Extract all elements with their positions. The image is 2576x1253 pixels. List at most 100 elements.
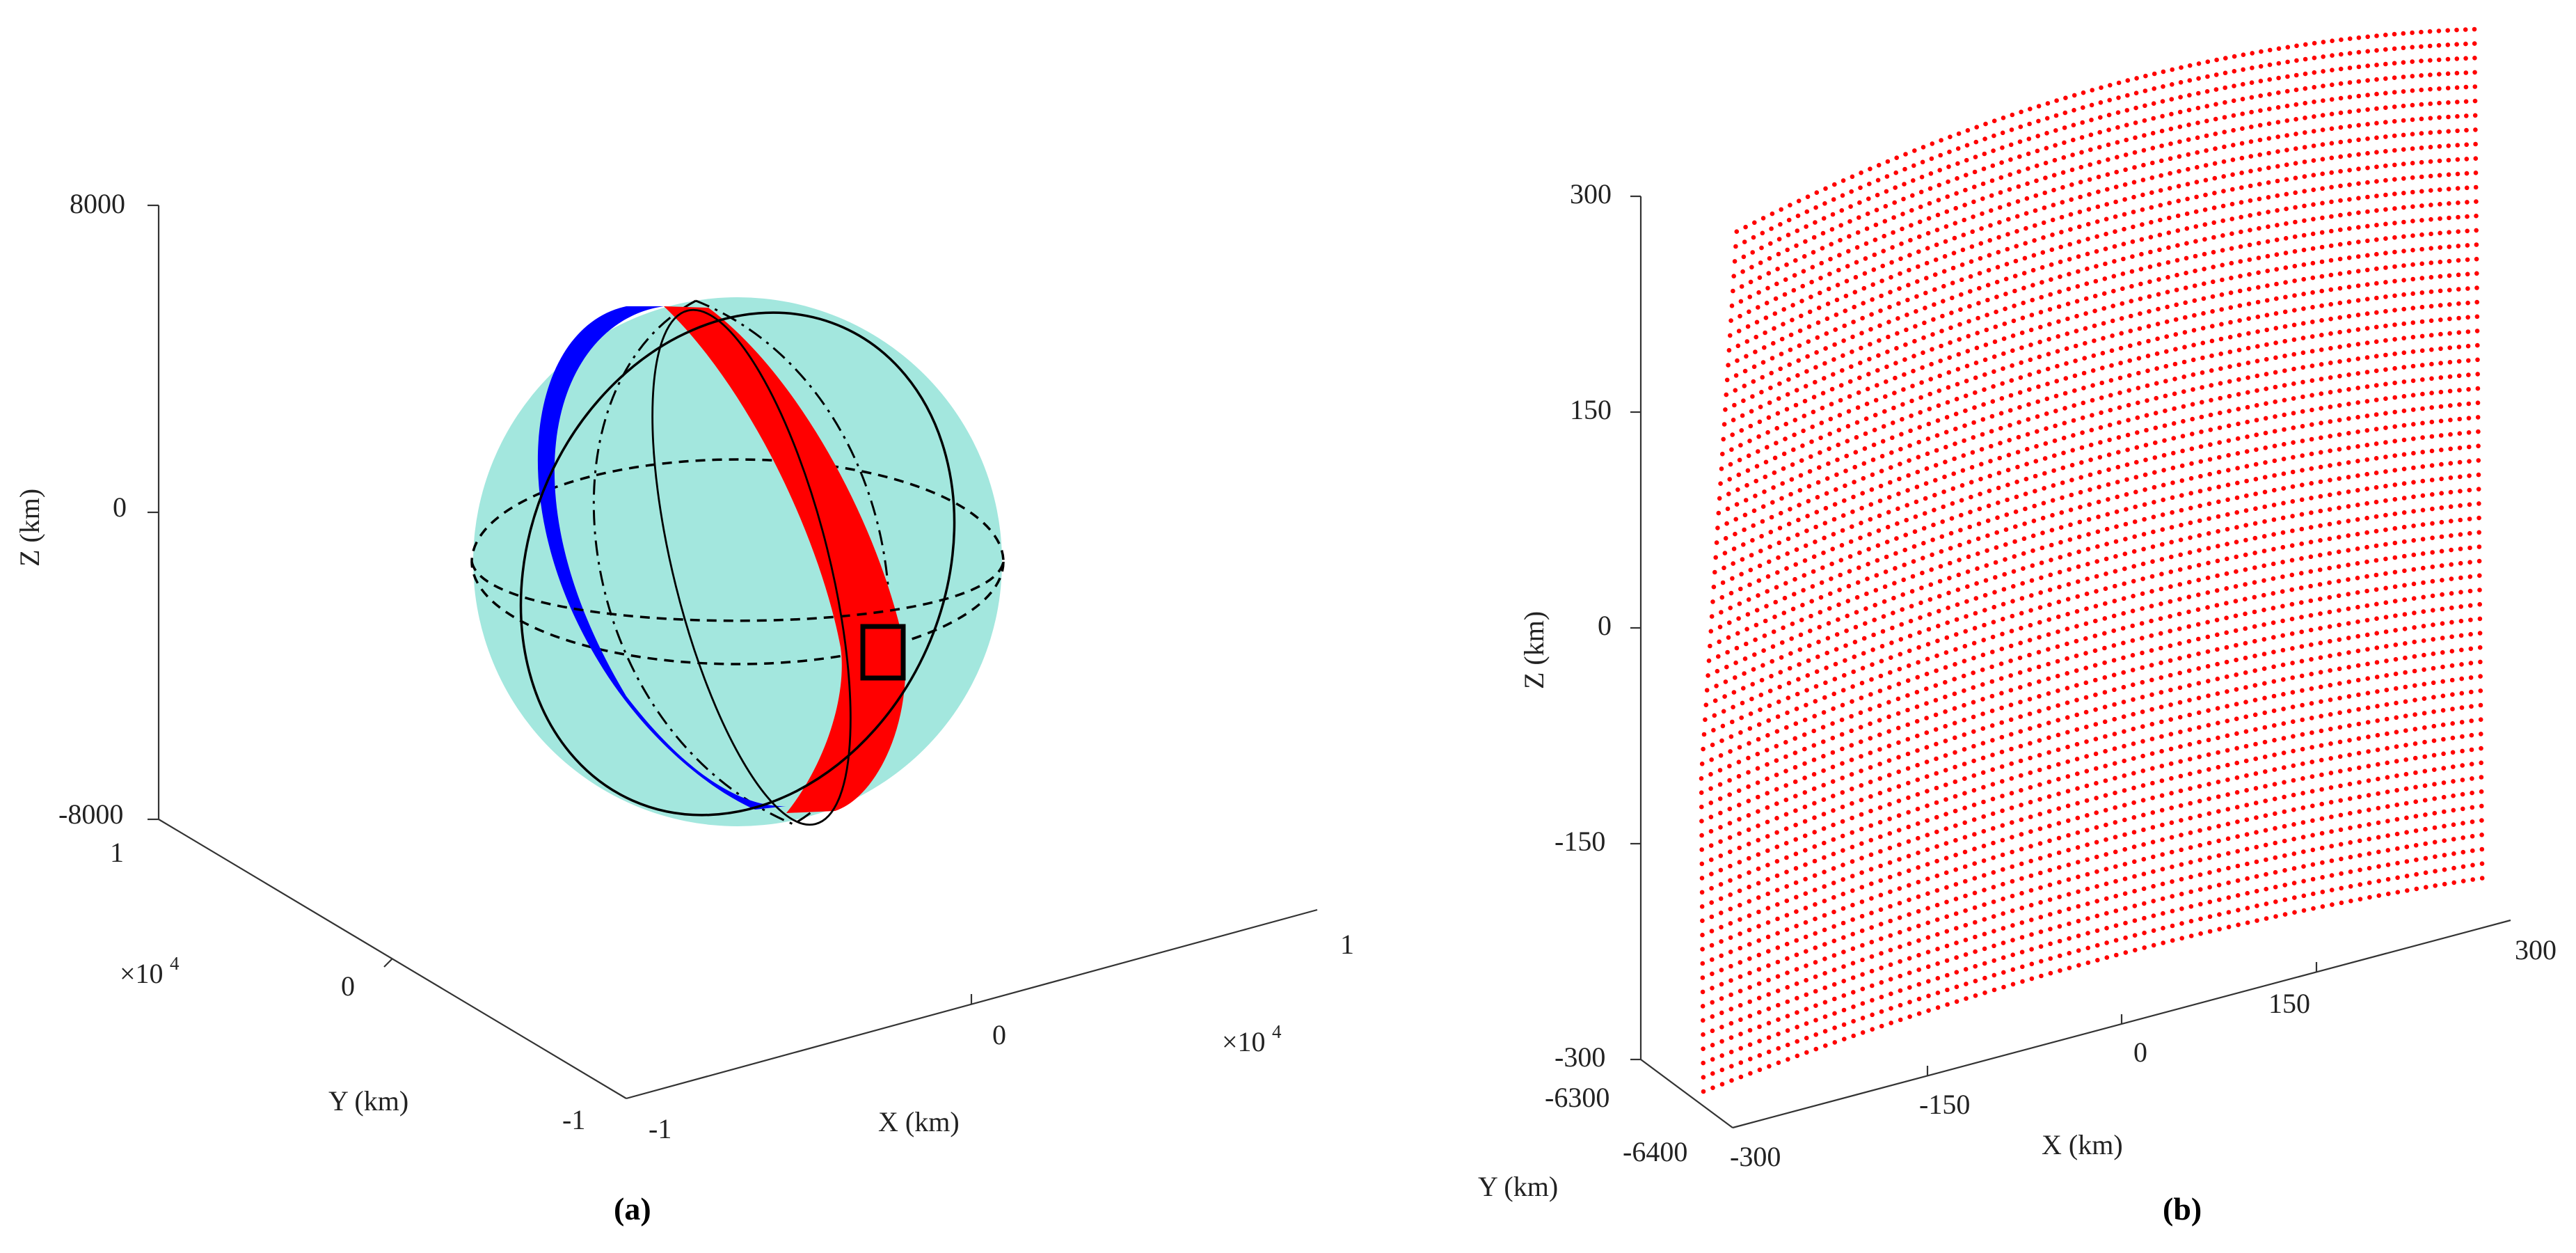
- point: [1891, 610, 1895, 615]
- point: [2366, 734, 2371, 739]
- point: [1953, 867, 1958, 872]
- point: [1714, 684, 1719, 688]
- point: [2234, 495, 2240, 501]
- point: [2419, 44, 2424, 49]
- point: [2197, 887, 2203, 892]
- point: [1813, 945, 1818, 950]
- point: [1999, 691, 2004, 696]
- point: [2029, 932, 2034, 937]
- point: [1746, 842, 1751, 846]
- point: [2383, 76, 2388, 81]
- point: [2346, 533, 2351, 538]
- point: [2432, 796, 2437, 801]
- point: [1943, 430, 1949, 435]
- point: [1856, 390, 1861, 395]
- point: [2234, 569, 2239, 574]
- point: [2088, 487, 2092, 492]
- point: [1716, 510, 1722, 516]
- point: [2150, 825, 2156, 830]
- point: [1954, 984, 1959, 989]
- point: [1984, 563, 1989, 568]
- point: [1858, 361, 1863, 365]
- point: [2084, 725, 2089, 730]
- point: [2290, 646, 2295, 651]
- point: [1945, 194, 1950, 199]
- point: [2124, 123, 2129, 127]
- point: [2358, 882, 2362, 887]
- point: [2210, 324, 2215, 329]
- point: [2115, 480, 2120, 484]
- point: [2411, 494, 2416, 499]
- point: [2442, 809, 2447, 814]
- point: [1703, 717, 1708, 723]
- point: [2097, 159, 2101, 165]
- point: [2420, 450, 2425, 455]
- point: [2033, 489, 2037, 494]
- point: [1807, 309, 1813, 315]
- point: [1985, 283, 1991, 287]
- point: [1944, 415, 1950, 420]
- point: [2106, 112, 2112, 118]
- point: [2262, 755, 2268, 759]
- point: [2355, 517, 2360, 522]
- point: [2302, 218, 2307, 223]
- point: [2154, 381, 2159, 386]
- point: [2038, 870, 2043, 876]
- point: [2243, 758, 2249, 764]
- point: [2458, 590, 2463, 594]
- point: [1954, 397, 1959, 402]
- point: [2094, 840, 2099, 845]
- point: [2319, 420, 2323, 425]
- point: [2071, 123, 2076, 127]
- point: [2145, 383, 2150, 388]
- point: [1962, 659, 1967, 663]
- point: [2320, 215, 2325, 221]
- point: [2309, 451, 2314, 457]
- point: [2347, 153, 2352, 158]
- point: [2216, 853, 2222, 858]
- point: [1845, 264, 1850, 269]
- point: [1775, 714, 1781, 719]
- point: [2220, 233, 2225, 238]
- point: [1953, 882, 1959, 887]
- point: [2309, 407, 2314, 413]
- point: [1995, 515, 2000, 520]
- point: [2364, 501, 2369, 506]
- point: [2037, 723, 2042, 728]
- point: [2141, 812, 2146, 818]
- point: [2076, 239, 2081, 244]
- point: [2113, 849, 2118, 855]
- point: [2102, 719, 2108, 725]
- point: [2101, 291, 2107, 297]
- point: [2112, 761, 2117, 766]
- point: [2129, 299, 2134, 304]
- point: [1980, 417, 1986, 422]
- point: [1897, 915, 1902, 920]
- point: [2383, 192, 2388, 198]
- point: [1868, 837, 1874, 843]
- point: [2149, 190, 2154, 196]
- point: [2403, 714, 2408, 718]
- point: [1813, 684, 1819, 689]
- point: [2149, 618, 2154, 624]
- point: [1929, 567, 1934, 572]
- point: [2472, 56, 2477, 61]
- point: [2428, 275, 2434, 280]
- point: [1821, 710, 1827, 715]
- point: [2058, 244, 2063, 250]
- point: [2178, 95, 2183, 100]
- point: [2393, 613, 2398, 618]
- point: [2283, 251, 2289, 255]
- point: [1728, 606, 1733, 610]
- point: [1980, 682, 1985, 687]
- point: [2319, 362, 2324, 367]
- point: [2041, 220, 2046, 226]
- point: [1901, 577, 1906, 583]
- point: [1989, 208, 1994, 213]
- point: [2074, 299, 2080, 304]
- point: [2168, 584, 2173, 589]
- point: [1916, 645, 1921, 650]
- point: [2037, 679, 2042, 684]
- point: [1923, 306, 1927, 310]
- point: [2441, 794, 2447, 800]
